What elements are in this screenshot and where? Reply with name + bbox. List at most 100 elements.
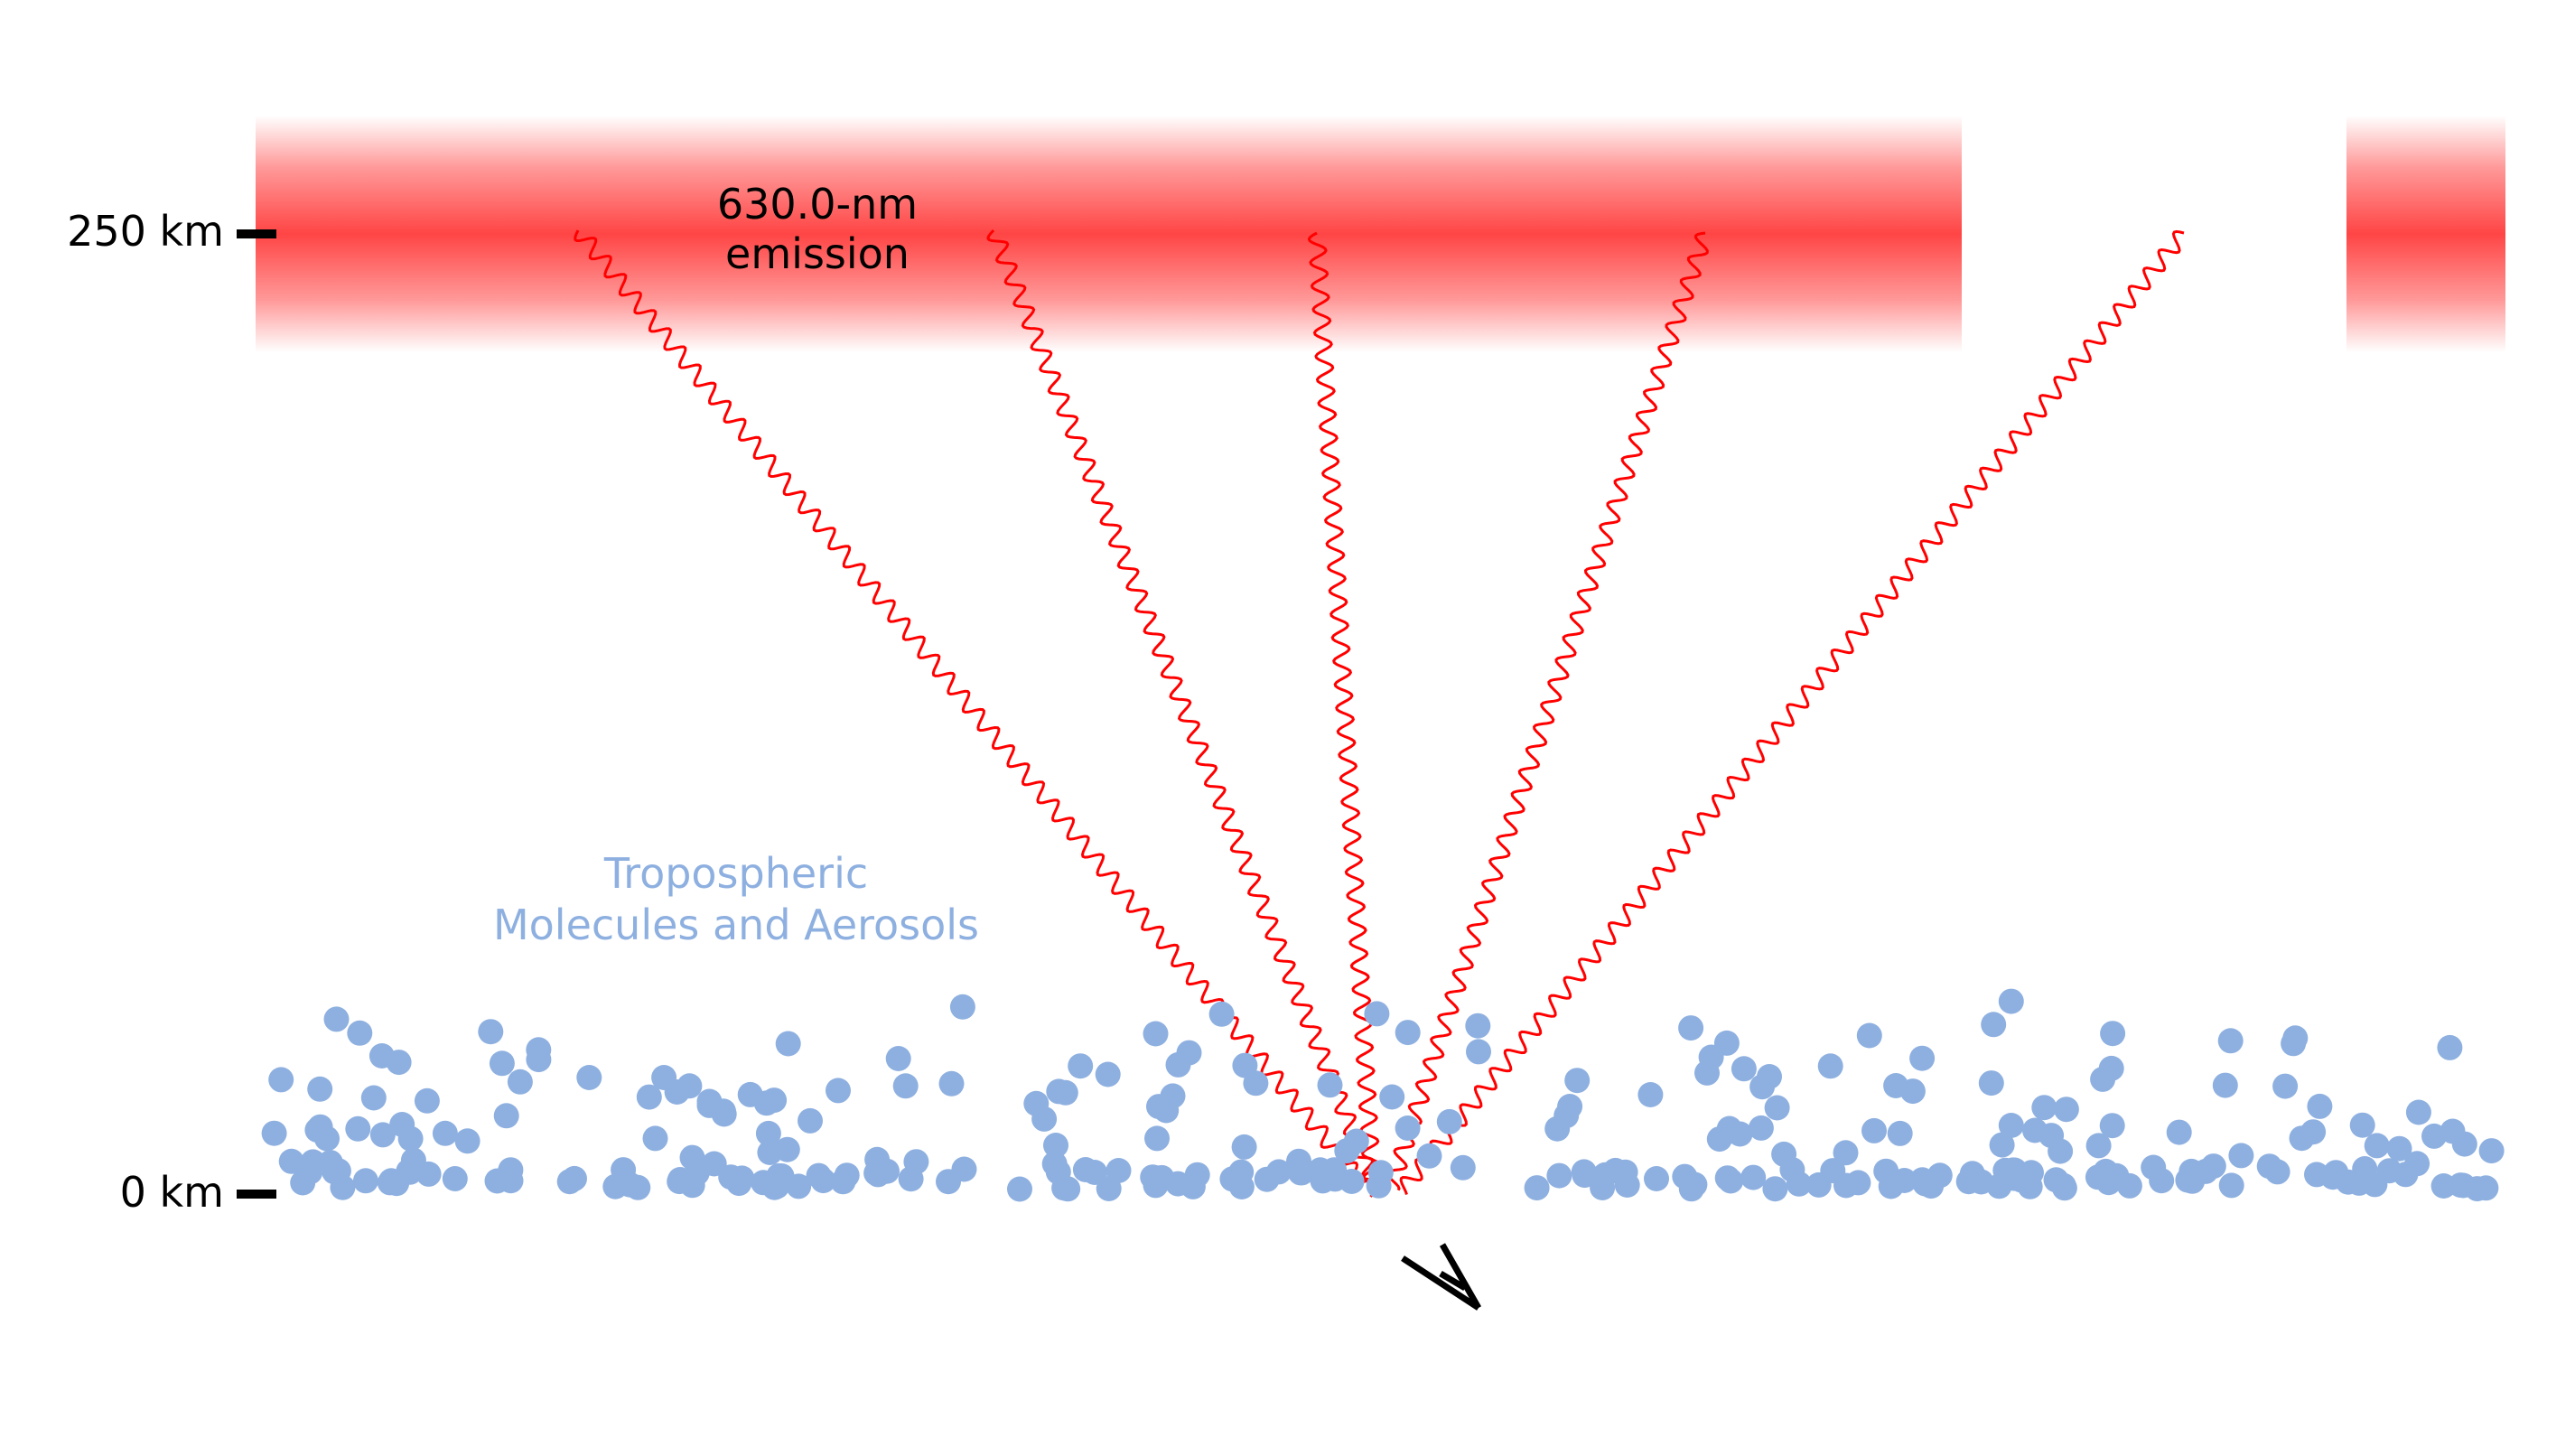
particle [1043, 1133, 1068, 1158]
particle [667, 1169, 693, 1195]
particle [757, 1140, 783, 1165]
particle [892, 1073, 919, 1099]
particle [2228, 1143, 2254, 1169]
particle [2307, 1093, 2333, 1119]
particle [1068, 1053, 1094, 1079]
particle [642, 1125, 668, 1152]
particle [352, 1168, 378, 1194]
particle [1106, 1158, 1132, 1183]
particle [1265, 1159, 1292, 1185]
particle [323, 1006, 350, 1032]
particle [414, 1087, 440, 1114]
particle [2448, 1172, 2474, 1199]
particle [1845, 1170, 1871, 1196]
particle [314, 1125, 340, 1152]
particle [1817, 1053, 1843, 1079]
particle [936, 1169, 961, 1195]
particle [1861, 1117, 1887, 1143]
particle [1395, 1020, 1421, 1046]
particle [1713, 1030, 1740, 1056]
particle [432, 1120, 458, 1146]
particle [369, 1122, 396, 1148]
particle [1764, 1095, 1790, 1121]
particle [2282, 1025, 2309, 1051]
emission-ray [986, 229, 1384, 1198]
particle [1450, 1154, 1476, 1181]
particle [1544, 1115, 1571, 1142]
particle [718, 1164, 744, 1190]
particle [1899, 1078, 1926, 1105]
particle [2193, 1158, 2219, 1184]
particle [1998, 988, 2024, 1014]
particle [576, 1065, 602, 1090]
particle [636, 1084, 662, 1110]
altitude-label-250km: 250 km [67, 207, 224, 256]
particle [826, 1078, 851, 1104]
particle [1833, 1140, 1859, 1166]
particle [863, 1160, 890, 1186]
particle [386, 1050, 412, 1076]
particle [556, 1169, 583, 1195]
particle [1637, 1082, 1664, 1107]
particle [1466, 1039, 1491, 1065]
particle [775, 1031, 801, 1057]
particle [2212, 1072, 2238, 1098]
particle [1364, 1001, 1390, 1027]
particle [526, 1047, 552, 1073]
particle [938, 1070, 965, 1097]
particle [268, 1067, 294, 1093]
particle [2043, 1167, 2069, 1193]
particle [1317, 1072, 1343, 1098]
particle [347, 1020, 373, 1046]
emission-ray [574, 229, 1374, 1190]
emission-layer-band [256, 116, 1962, 352]
particle [1339, 1169, 1365, 1194]
particle [1219, 1166, 1246, 1192]
particle [1395, 1115, 1421, 1141]
particle [1731, 1056, 1757, 1082]
particle [2300, 1119, 2327, 1145]
particle [1052, 1079, 1078, 1106]
particle [2272, 1073, 2299, 1099]
particle [1644, 1166, 1669, 1191]
particle [2048, 1138, 2074, 1164]
particle [810, 1168, 836, 1194]
altitude-label-0km: 0 km [119, 1168, 224, 1217]
particle [1007, 1176, 1032, 1202]
tropospheric-particles [261, 988, 2505, 1202]
particle [1031, 1106, 1058, 1132]
particle [1379, 1084, 1405, 1110]
particle [1243, 1070, 1269, 1097]
emission-layer-band-segment [2346, 116, 2505, 352]
particle [755, 1120, 781, 1146]
particle [1740, 1164, 1767, 1190]
particle [737, 1081, 763, 1107]
troposphere-label-line2: Molecules and Aerosols [492, 901, 980, 949]
particle [679, 1144, 705, 1171]
particle [345, 1115, 371, 1142]
particle [2100, 1021, 2126, 1047]
particle [1887, 1120, 1913, 1146]
particle [1820, 1158, 1846, 1184]
particle [1706, 1126, 1732, 1153]
particle [1055, 1176, 1081, 1202]
particle [1307, 1157, 1333, 1183]
particle [1334, 1138, 1360, 1164]
particle [1564, 1068, 1591, 1094]
particle [1998, 1113, 2024, 1138]
particle [2437, 1034, 2463, 1060]
particle [2304, 1162, 2329, 1188]
altitude-tick-250km [237, 229, 276, 238]
particle [2478, 1138, 2505, 1164]
particle [2053, 1097, 2079, 1123]
particle [1416, 1143, 1442, 1169]
particle [442, 1166, 468, 1191]
particle [1571, 1159, 1597, 1185]
particle [1287, 1160, 1313, 1186]
particle [1682, 1171, 1708, 1198]
particle [2405, 1099, 2431, 1125]
emission-ray [1307, 231, 1383, 1193]
particle [830, 1169, 856, 1195]
